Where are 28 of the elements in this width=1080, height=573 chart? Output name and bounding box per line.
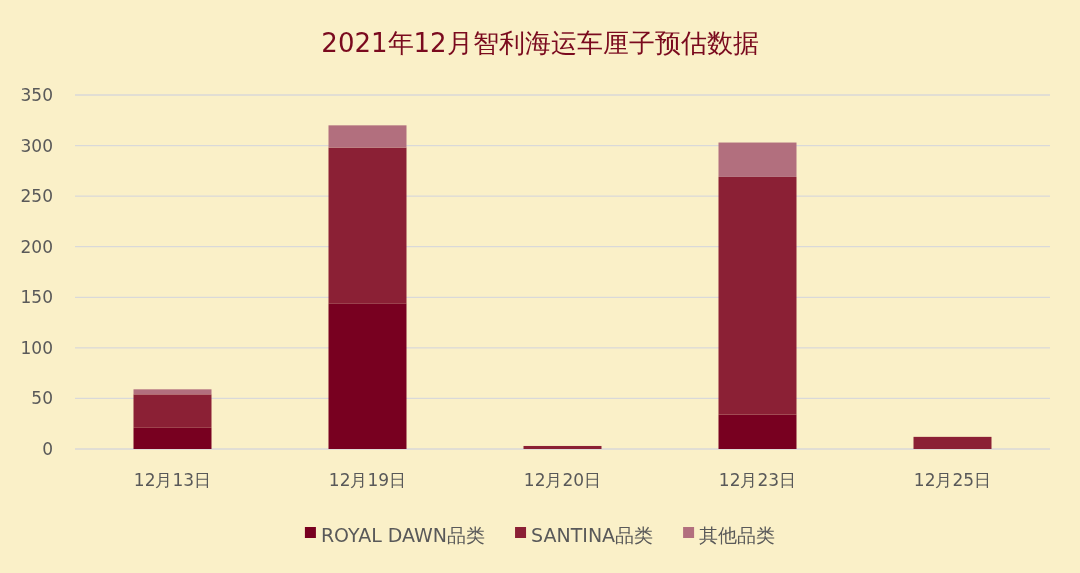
- bar: [133, 389, 212, 395]
- bar: [328, 147, 407, 304]
- y-tick-label: 200: [20, 236, 53, 257]
- x-tick-label: 12月19日: [328, 470, 407, 490]
- bar: [133, 394, 212, 428]
- bar: [133, 427, 212, 449]
- y-tick-label: 0: [42, 439, 53, 459]
- x-tick-label: 12月13日: [133, 470, 212, 490]
- y-tick-label: 300: [20, 135, 53, 156]
- chart-title: 2021年12月智利海运车厘子预估数据: [321, 28, 759, 58]
- bar: [718, 414, 797, 449]
- legend-label: 其他品类: [699, 524, 776, 546]
- y-tick-label: 350: [20, 85, 53, 105]
- y-tick-label: 50: [31, 388, 53, 409]
- bar: [718, 142, 797, 177]
- x-tick-label: 12月23日: [718, 470, 797, 490]
- bar: [913, 436, 992, 449]
- legend-label: SANTINA品类: [531, 524, 654, 546]
- y-tick-label: 150: [20, 287, 53, 308]
- legend-label: ROYAL DAWN品类: [320, 524, 486, 546]
- bar: [523, 445, 602, 449]
- bar: [328, 125, 407, 148]
- x-tick-label: 12月25日: [913, 470, 992, 490]
- bar: [718, 176, 797, 415]
- bar: [328, 303, 407, 449]
- y-tick-label: 100: [20, 337, 53, 358]
- x-tick-label: 12月20日: [523, 470, 602, 490]
- y-tick-label: 250: [20, 186, 53, 207]
